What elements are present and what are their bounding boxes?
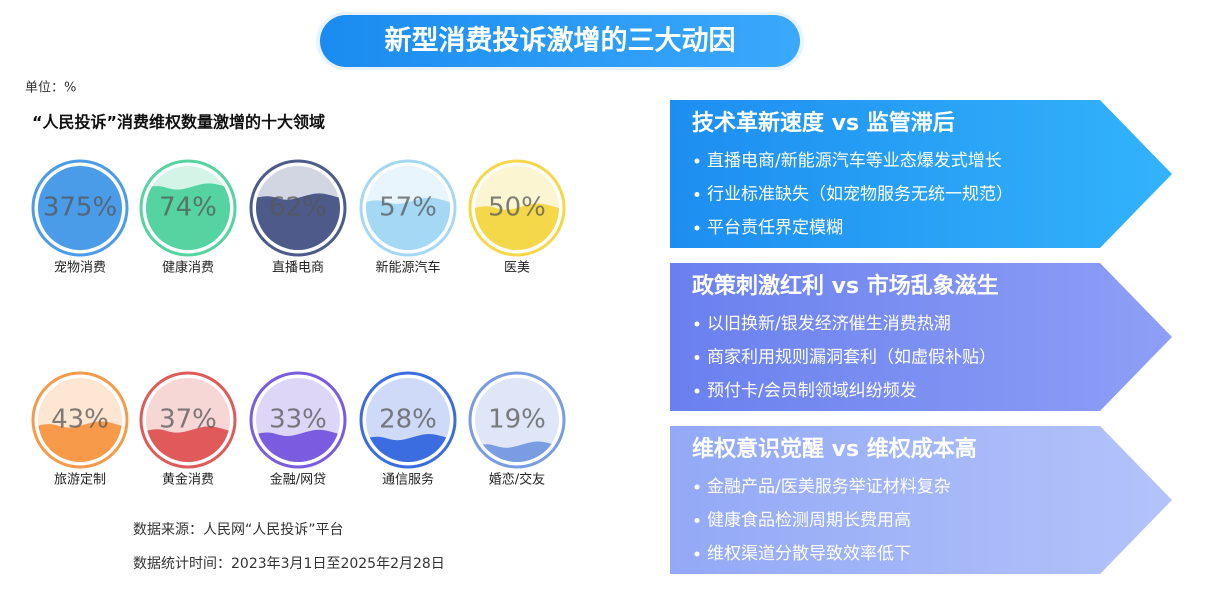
bullet-dot <box>694 225 700 231</box>
liquid-fill <box>256 429 340 462</box>
value-label: 62% <box>269 193 327 223</box>
panel-arrow <box>670 426 1172 574</box>
category-label: 医美 <box>504 261 530 276</box>
panel-bullet: 商家利用规则漏洞套利（如虚假补贴） <box>707 348 996 368</box>
title-pill <box>320 15 800 67</box>
unit-label: 单位：% <box>25 81 76 96</box>
value-label: 33% <box>269 405 327 435</box>
bullet-dot <box>694 355 700 360</box>
source: 数据统计时间：2023年3月1日至2025年2月28日 <box>133 556 445 572</box>
panel-bullet: 平台责任界定模糊 <box>707 218 843 238</box>
bullet-dot <box>694 192 700 197</box>
panel-bullet: 维权渠道分散导致效率低下 <box>707 544 911 564</box>
panel-arrow <box>670 100 1172 248</box>
liquid-fill <box>256 193 340 250</box>
panel-bullet: 金融产品/医美服务举证材料复杂 <box>707 477 951 497</box>
value-label: 28% <box>379 405 437 435</box>
category-label: 黄金消费 <box>162 472 214 488</box>
panel-heading: 政策刺激红利 vs 市场乱象滋生 <box>692 273 999 299</box>
liquid-fill <box>366 197 450 250</box>
liquid-fill <box>475 203 559 250</box>
liquid-fill <box>146 183 230 250</box>
category-label: 新能源汽车 <box>375 260 440 276</box>
liquid-fill <box>38 421 122 462</box>
liquid-fill <box>146 426 230 462</box>
bullet-dot <box>694 388 700 394</box>
value-label: 375% <box>43 193 117 223</box>
category-label: 婚恋/交友 <box>489 472 545 488</box>
bullet-dot <box>694 551 700 557</box>
source: 数据来源：人民网“人民投诉”平台 <box>133 522 344 538</box>
main-title: 新型消费投诉激增的三大动因 <box>385 25 736 57</box>
panel-bullet: 以旧换新/银发经济催生消费热潮 <box>707 314 951 334</box>
category-label: 直播电商 <box>272 261 324 276</box>
panel-bullet: 行业标准缺失（如宠物服务无统一规范） <box>707 185 1013 205</box>
value-label: 37% <box>159 405 217 435</box>
panel-bullet: 健康食品检测周期长费用高 <box>707 511 911 531</box>
category-label: 通信服务 <box>382 472 434 488</box>
gauge-bg <box>475 378 559 462</box>
panel-heading: 维权意识觉醒 vs 维权成本高 <box>692 436 977 462</box>
value-label: 19% <box>488 405 546 435</box>
value-label: 50% <box>488 193 546 223</box>
panel-bullet: 直播电商/新能源汽车等业态爆发式增长 <box>707 151 1002 171</box>
bullet-dot <box>694 518 700 523</box>
bullet-dot <box>694 158 700 164</box>
bullet-dot <box>694 321 700 327</box>
chart-title: “人民投诉”消费维权数量激增的十大领域 <box>32 113 325 132</box>
value-label: 43% <box>51 405 109 435</box>
category-label: 旅游定制 <box>54 473 106 488</box>
liquid-fill <box>366 433 450 462</box>
category-label: 健康消费 <box>162 260 214 276</box>
category-label: 金融/网贷 <box>270 472 326 488</box>
category-label: 宠物消费 <box>54 260 106 276</box>
bullet-dot <box>694 484 700 490</box>
panel-arrow <box>670 263 1172 411</box>
value-label: 57% <box>379 193 437 223</box>
panel-bullet: 预付卡/会员制领域纠纷频发 <box>707 381 917 401</box>
value-label: 74% <box>159 193 217 223</box>
panel-heading: 技术革新速度 vs 监管滞后 <box>692 110 955 136</box>
